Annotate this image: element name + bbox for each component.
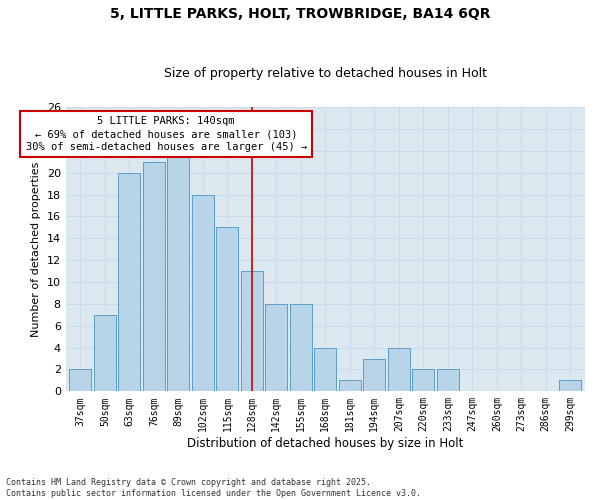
Bar	[559, 380, 581, 392]
Bar	[118, 172, 140, 392]
Bar	[290, 304, 312, 392]
Title: Size of property relative to detached houses in Holt: Size of property relative to detached ho…	[164, 66, 487, 80]
Bar	[265, 304, 287, 392]
Bar	[192, 194, 214, 392]
X-axis label: Distribution of detached houses by size in Holt: Distribution of detached houses by size …	[187, 437, 464, 450]
Bar	[364, 358, 385, 392]
Bar	[167, 151, 190, 392]
Bar	[70, 370, 91, 392]
Text: 5, LITTLE PARKS, HOLT, TROWBRIDGE, BA14 6QR: 5, LITTLE PARKS, HOLT, TROWBRIDGE, BA14 …	[110, 8, 490, 22]
Bar	[437, 370, 459, 392]
Bar	[388, 348, 410, 392]
Bar	[314, 348, 337, 392]
Y-axis label: Number of detached properties: Number of detached properties	[31, 162, 41, 337]
Bar	[412, 370, 434, 392]
Bar	[241, 271, 263, 392]
Bar	[339, 380, 361, 392]
Text: 5 LITTLE PARKS: 140sqm
← 69% of detached houses are smaller (103)
30% of semi-de: 5 LITTLE PARKS: 140sqm ← 69% of detached…	[26, 116, 307, 152]
Bar	[94, 315, 116, 392]
Bar	[217, 228, 238, 392]
Bar	[143, 162, 165, 392]
Text: Contains HM Land Registry data © Crown copyright and database right 2025.
Contai: Contains HM Land Registry data © Crown c…	[6, 478, 421, 498]
